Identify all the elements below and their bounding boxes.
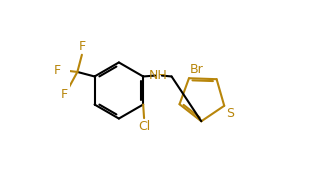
- Text: S: S: [226, 107, 234, 120]
- Text: Cl: Cl: [138, 120, 151, 132]
- Text: F: F: [78, 40, 85, 53]
- Text: Br: Br: [190, 63, 204, 76]
- Text: NH: NH: [149, 69, 168, 82]
- Text: F: F: [61, 88, 68, 101]
- Text: F: F: [54, 64, 61, 77]
